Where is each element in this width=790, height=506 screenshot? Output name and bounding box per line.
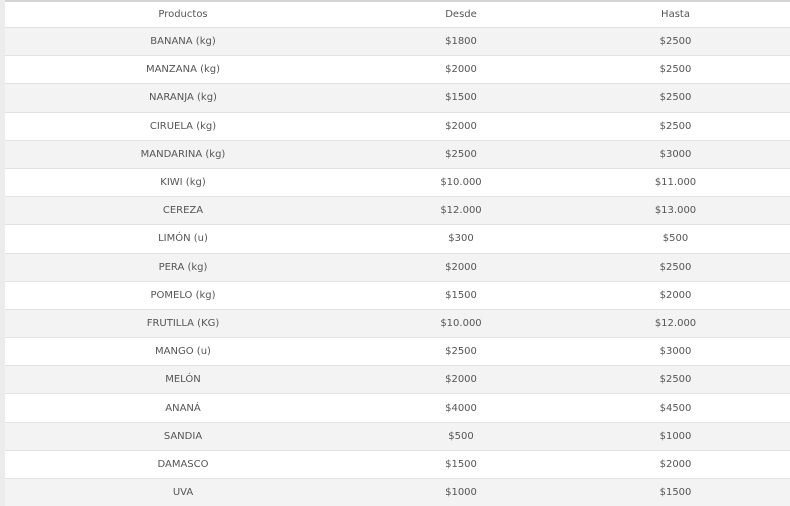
price-cell: $4000 (361, 394, 561, 422)
price-cell: $500 (561, 225, 790, 253)
product-cell: DAMASCO (5, 450, 361, 478)
table-row: MANZANA (kg)$2000$2500 (5, 56, 790, 84)
table-row: ANANÁ$4000$4500 (5, 394, 790, 422)
table-row: KIWI (kg)$10.000$11.000 (5, 168, 790, 196)
price-table: Productos Desde Hasta BANANA (kg)$1800$2… (5, 2, 790, 506)
table-row: DAMASCO$1500$2000 (5, 450, 790, 478)
price-cell: $4500 (561, 394, 790, 422)
table-row: CEREZA$12.000$13.000 (5, 197, 790, 225)
product-cell: SANDIA (5, 422, 361, 450)
price-cell: $10.000 (361, 168, 561, 196)
price-cell: $2500 (361, 338, 561, 366)
product-cell: LIMÓN (u) (5, 225, 361, 253)
table-row: SANDIA$500$1000 (5, 422, 790, 450)
price-cell: $12.000 (361, 197, 561, 225)
product-cell: CIRUELA (kg) (5, 112, 361, 140)
price-cell: $3000 (561, 338, 790, 366)
price-cell: $300 (361, 225, 561, 253)
table-row: MELÓN$2000$2500 (5, 366, 790, 394)
table-header: Productos Desde Hasta (5, 2, 790, 28)
header-cell: Hasta (561, 2, 790, 28)
table-row: FRUTILLA (KG)$10.000$12.000 (5, 309, 790, 337)
price-cell: $2000 (561, 450, 790, 478)
price-cell: $2500 (361, 140, 561, 168)
price-cell: $1800 (361, 28, 561, 56)
table-row: BANANA (kg)$1800$2500 (5, 28, 790, 56)
price-cell: $500 (361, 422, 561, 450)
product-cell: CEREZA (5, 197, 361, 225)
table-row: MANGO (u)$2500$3000 (5, 338, 790, 366)
product-cell: ANANÁ (5, 394, 361, 422)
price-table-container: Productos Desde Hasta BANANA (kg)$1800$2… (5, 0, 790, 491)
table-row: LIMÓN (u)$300$500 (5, 225, 790, 253)
price-cell: $3000 (561, 140, 790, 168)
price-cell: $2000 (361, 112, 561, 140)
table-row: CIRUELA (kg)$2000$2500 (5, 112, 790, 140)
price-cell: $2000 (361, 366, 561, 394)
price-cell: $12.000 (561, 309, 790, 337)
header-cell: Desde (361, 2, 561, 28)
product-cell: MELÓN (5, 366, 361, 394)
product-cell: MANZANA (kg) (5, 56, 361, 84)
product-cell: BANANA (kg) (5, 28, 361, 56)
price-cell: $1500 (361, 450, 561, 478)
product-cell: PERA (kg) (5, 253, 361, 281)
price-cell: $1500 (361, 84, 561, 112)
product-cell: KIWI (kg) (5, 168, 361, 196)
product-cell: MANDARINA (kg) (5, 140, 361, 168)
price-cell: $1000 (361, 479, 561, 506)
product-cell: POMELO (kg) (5, 281, 361, 309)
price-cell: $1000 (561, 422, 790, 450)
price-cell: $2500 (561, 253, 790, 281)
price-cell: $2500 (561, 28, 790, 56)
table-row: PERA (kg)$2000$2500 (5, 253, 790, 281)
header-cell: Productos (5, 2, 361, 28)
price-cell: $2500 (561, 84, 790, 112)
table-row: MANDARINA (kg)$2500$3000 (5, 140, 790, 168)
table-row: POMELO (kg)$1500$2000 (5, 281, 790, 309)
product-cell: MANGO (u) (5, 338, 361, 366)
product-cell: UVA (5, 479, 361, 506)
table-row: UVA$1000$1500 (5, 479, 790, 506)
price-cell: $1500 (561, 479, 790, 506)
table-row: NARANJA (kg)$1500$2500 (5, 84, 790, 112)
price-cell: $2500 (561, 112, 790, 140)
price-cell: $2000 (561, 281, 790, 309)
price-cell: $2500 (561, 56, 790, 84)
product-cell: NARANJA (kg) (5, 84, 361, 112)
price-cell: $1500 (361, 281, 561, 309)
price-cell: $10.000 (361, 309, 561, 337)
price-cell: $2000 (361, 253, 561, 281)
price-cell: $13.000 (561, 197, 790, 225)
price-cell: $2000 (361, 56, 561, 84)
price-cell: $11.000 (561, 168, 790, 196)
header-row: Productos Desde Hasta (5, 2, 790, 28)
price-cell: $2500 (561, 366, 790, 394)
product-cell: FRUTILLA (KG) (5, 309, 361, 337)
